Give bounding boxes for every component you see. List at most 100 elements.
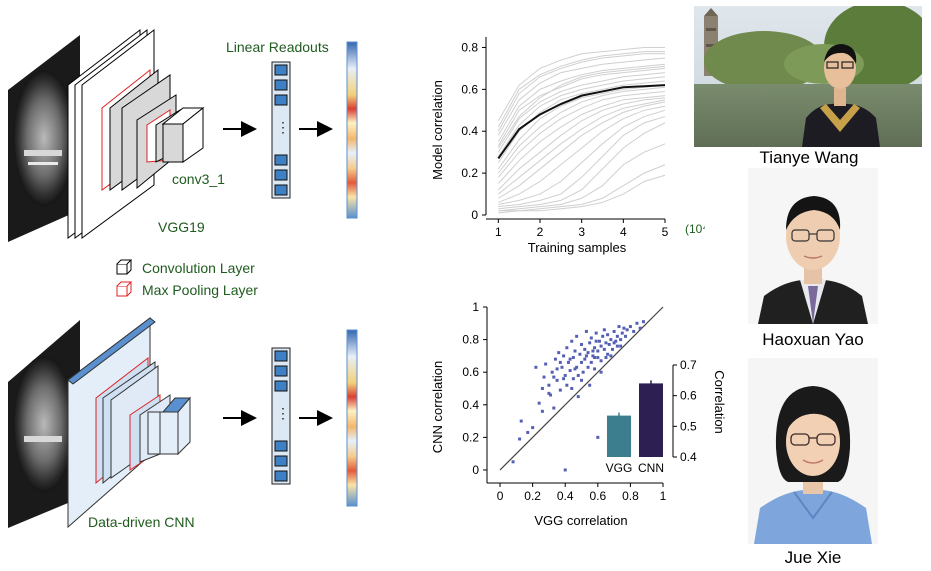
scatter-ytick-label-5: 1 xyxy=(472,300,479,314)
bottom-neuron-heatmap xyxy=(346,329,358,507)
scatter-point-83 xyxy=(580,378,584,382)
scatter-xtick-label-5: 1 xyxy=(660,489,667,503)
scatter-ylabel: CNN correlation xyxy=(430,361,445,453)
pool-legend-cube xyxy=(116,281,133,297)
scatter-point-95 xyxy=(619,344,623,348)
jue-xie-name: Jue Xie xyxy=(784,548,842,567)
training-xlabel: Training samples xyxy=(528,240,627,255)
training-individual-line-4 xyxy=(497,72,666,153)
training-individual-line-13 xyxy=(498,101,666,199)
scatter-point-35 xyxy=(581,370,585,374)
jue-xie-photo xyxy=(748,358,878,544)
bottom-input-image xyxy=(8,320,80,528)
training-individual-line-2 xyxy=(497,63,666,142)
scatter-point-56 xyxy=(604,341,608,345)
training-xtick-label-4: 5 xyxy=(662,225,669,239)
scatter-xtick-label-4: 0.8 xyxy=(622,489,639,503)
scatter-ytick-label-3: 0.6 xyxy=(462,365,479,379)
scatter-ytick-label-2: 0.4 xyxy=(462,398,479,412)
scatter-point-15 xyxy=(555,378,559,382)
scatter-xtick-label-1: 0.2 xyxy=(524,489,541,503)
scatter-point-99 xyxy=(594,339,598,343)
scatter-point-52 xyxy=(599,359,603,363)
scatter-point-44 xyxy=(591,354,595,358)
scatter-point-64 xyxy=(615,334,619,338)
conv-legend-label: Convolution Layer xyxy=(142,260,255,276)
scatter-point-40 xyxy=(586,351,590,355)
scatter-point-51 xyxy=(599,344,603,348)
scatter-point-54 xyxy=(602,347,606,351)
training-individual-line-23 xyxy=(497,65,666,149)
scatter-point-88 xyxy=(573,367,577,371)
training-ytick-label-3: 0.6 xyxy=(461,82,478,96)
pool-legend-label: Max Pooling Layer xyxy=(142,282,258,298)
scatter-point-86 xyxy=(609,354,613,358)
training-individual-line-1 xyxy=(497,57,666,136)
training-curve-chart: Model correlation Training samples (10⁴)… xyxy=(430,37,705,255)
scatter-point-97 xyxy=(552,375,556,379)
scatter-point-34 xyxy=(580,342,584,346)
scatter-point-21 xyxy=(565,346,569,350)
scatter-point-29 xyxy=(575,365,579,369)
scatter-point-38 xyxy=(584,329,588,333)
scatter-point-53 xyxy=(601,334,605,338)
conv-legend-cube xyxy=(116,259,133,275)
scatter-xtick-label-2: 0.4 xyxy=(557,489,574,503)
scatter-point-93 xyxy=(604,356,608,360)
scatter-point-16 xyxy=(557,351,561,355)
scatter-point-32 xyxy=(578,352,582,356)
scatter-point-2 xyxy=(519,419,523,423)
scatter-point-19 xyxy=(562,354,566,358)
training-xtick-label-1: 2 xyxy=(537,225,544,239)
bar-ylabel: Correlation xyxy=(712,370,727,434)
training-individual-line-15 xyxy=(498,109,666,206)
scatter-point-6 xyxy=(537,401,541,405)
scatter-xlabel: VGG correlation xyxy=(534,513,627,528)
scatter-point-69 xyxy=(624,334,628,338)
top-network-label: VGG19 xyxy=(158,219,205,235)
scatter-point-45 xyxy=(593,346,597,350)
scatter-point-89 xyxy=(584,354,588,358)
scatter-point-66 xyxy=(619,338,623,342)
training-ylabel: Model correlation xyxy=(430,80,445,180)
scatter-point-42 xyxy=(589,360,593,364)
training-ytick-label-1: 0.2 xyxy=(461,166,478,180)
scatter-point-8 xyxy=(542,375,546,379)
scatter-point-25 xyxy=(570,339,574,343)
scatter-point-22 xyxy=(565,383,569,387)
scatter-point-13 xyxy=(552,406,556,410)
training-individual-line-20 xyxy=(498,174,666,214)
scatter-point-67 xyxy=(620,331,624,335)
scatter-point-59 xyxy=(607,342,611,346)
scatter-point-82 xyxy=(570,386,574,390)
haoxuan-yao-photo xyxy=(748,168,878,324)
scatter-point-77 xyxy=(596,435,600,439)
training-individual-line-0 xyxy=(497,51,665,128)
training-xtick-label-2: 3 xyxy=(578,225,585,239)
scatter-point-18 xyxy=(560,365,564,369)
scatter-point-57 xyxy=(606,352,610,356)
scatter-point-81 xyxy=(555,367,559,371)
scatter-point-62 xyxy=(612,329,616,333)
layer-name-label: conv3_1 xyxy=(172,171,225,187)
bar-vgg xyxy=(607,415,631,457)
scatter-point-94 xyxy=(612,341,616,345)
scatter-point-68 xyxy=(622,326,626,330)
scatter-point-33 xyxy=(580,360,584,364)
tianye-wang-photo xyxy=(694,6,922,147)
training-individual-line-21 xyxy=(497,46,665,122)
scatter-point-79 xyxy=(588,383,592,387)
training-xtick-label-3: 4 xyxy=(620,225,627,239)
scatter-point-90 xyxy=(562,377,566,381)
scatter-point-26 xyxy=(571,377,575,381)
scatter-point-28 xyxy=(573,349,577,353)
training-ytick-label-4: 0.8 xyxy=(461,40,478,54)
scatter-point-50 xyxy=(597,339,601,343)
training-individual-line-18 xyxy=(498,143,666,212)
scatter-point-73 xyxy=(635,321,639,325)
scatter-point-65 xyxy=(617,325,621,329)
scatter-point-48 xyxy=(596,349,600,353)
scatter-point-84 xyxy=(593,356,597,360)
scatter-ytick-label-4: 0.8 xyxy=(462,333,479,347)
scatter-point-4 xyxy=(531,426,535,430)
